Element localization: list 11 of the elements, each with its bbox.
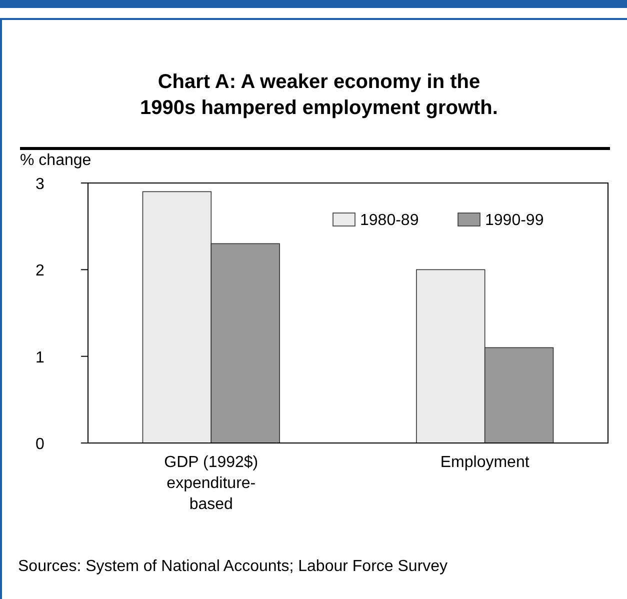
x-tick-label: Employment <box>440 454 530 471</box>
chart-title: Chart A: A weaker economy in the 1990s hampered employment growth. <box>140 71 498 119</box>
y-tick-label: 3 <box>36 176 45 193</box>
y-tick-label: 0 <box>36 436 45 453</box>
legend-label: 1980-89 <box>360 212 419 229</box>
legend-label: 1990-99 <box>485 212 544 229</box>
y-tick-label: 2 <box>36 262 45 280</box>
y-tick-label: 1 <box>36 349 45 366</box>
source-note: Sources: System of National Accounts; Labour Force Survey <box>18 558 448 575</box>
x-tick-label: GDP (1992$) expenditure-based <box>164 454 258 513</box>
y-axis-title: % change <box>20 152 92 169</box>
